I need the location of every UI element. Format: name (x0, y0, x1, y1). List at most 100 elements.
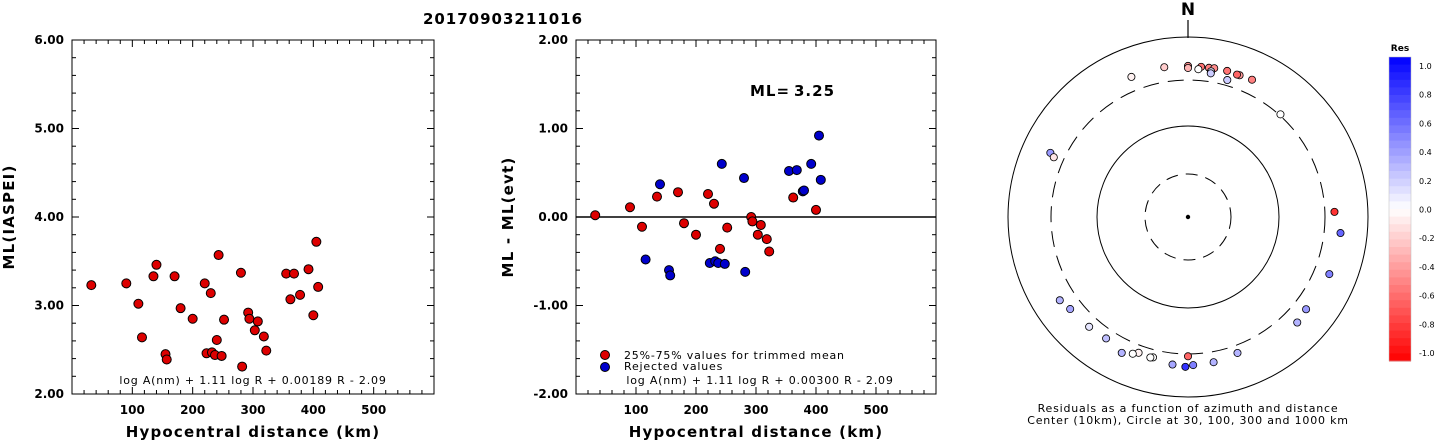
data-point (136, 332, 147, 343)
station-marker (1206, 69, 1215, 78)
data-point (161, 354, 172, 365)
data-point (133, 298, 144, 309)
plot-frame (71, 39, 435, 395)
legend-marker-trimmed (600, 350, 610, 360)
legend-marker-rejected (600, 362, 610, 372)
station-marker (1189, 361, 1198, 370)
ring-30km (1144, 173, 1232, 261)
data-point-rejected (815, 174, 826, 185)
x-tick-label: 200 (180, 403, 205, 417)
colorbar-segment (1389, 254, 1411, 263)
figure-title: 20170903211016 (423, 10, 583, 28)
station-marker (1049, 153, 1058, 162)
station-marker (1330, 207, 1339, 216)
axis-ticks: 100 200 300 400 500 -2.00 -1.00 0.00 1.00 2.00 (533, 33, 936, 417)
ml-label: ML= (750, 82, 790, 100)
colorbar-tick-label: 0.4 (1419, 148, 1432, 157)
station-marker (1184, 352, 1193, 361)
x-tick-label: 400 (803, 403, 828, 417)
data-point (764, 246, 775, 257)
data-point (295, 289, 306, 300)
data-point (752, 229, 763, 240)
y-tick-label: 2.00 (538, 33, 568, 47)
data-point (709, 198, 719, 209)
colorbar-segment (1389, 64, 1411, 73)
colorbar-segment (1389, 262, 1411, 271)
data-point (175, 303, 186, 314)
colorbar-segment (1389, 193, 1411, 202)
colorbar-segment (1389, 338, 1411, 347)
colorbar-segment (1389, 345, 1411, 354)
station-marker (1336, 229, 1345, 238)
ml-value: 3.25 (794, 82, 835, 100)
caption-line-2: Center (10km), Circle at 30, 100, 300 an… (1027, 414, 1349, 427)
colorbar-segment (1389, 323, 1411, 332)
station-marker (1102, 334, 1111, 343)
colorbar-segment (1389, 209, 1411, 218)
colorbar-segment (1389, 231, 1411, 240)
data-point (237, 361, 248, 372)
data-point (679, 218, 689, 229)
data-point (86, 280, 97, 291)
colorbar-segment (1389, 277, 1411, 286)
x-tick-label: 300 (743, 403, 768, 417)
data-point-rejected (799, 185, 809, 196)
station-marker (1181, 362, 1190, 371)
station-marker (1168, 360, 1177, 369)
station-marker (1248, 75, 1257, 84)
data-point (148, 271, 159, 282)
data-point (691, 229, 701, 240)
colorbar-segment (1389, 201, 1411, 210)
colorbar-tick-label: 0.6 (1419, 119, 1432, 128)
colorbar-segment (1389, 247, 1411, 256)
colorbar-segment (1389, 95, 1411, 104)
legend-label-rejected: Rejected values (624, 360, 723, 373)
data-point (289, 268, 300, 279)
data-point (252, 316, 263, 327)
station-marker (1085, 322, 1094, 331)
legend-label-trimmed: 25%-75% values for trimmed mean (624, 349, 845, 362)
data-point (308, 310, 319, 321)
x-tick-label: 200 (683, 403, 708, 417)
data-point (637, 221, 647, 232)
data-point (169, 271, 180, 282)
station-markers (1046, 61, 1345, 371)
station-marker (1146, 353, 1155, 362)
data-point (151, 259, 162, 270)
data-point (590, 210, 601, 221)
y-tick-label: 6.00 (34, 33, 64, 47)
ring-100km (1096, 125, 1280, 309)
colorbar-tick-label: 0.2 (1419, 177, 1432, 186)
colorbar-segment (1389, 140, 1411, 149)
colorbar-segment (1389, 292, 1411, 301)
data-point-rejected (814, 130, 824, 141)
colorbar-segment (1389, 125, 1411, 134)
x-tick-label: 300 (240, 403, 265, 417)
colorbar-tick-label: -0.8 (1419, 320, 1435, 329)
y-tick-label: 0.00 (538, 210, 568, 224)
data-point-rejected (791, 165, 802, 176)
data-point-rejected (806, 158, 817, 169)
data-point (211, 335, 222, 346)
colorbar-segment (1389, 216, 1411, 225)
station-marker (1128, 349, 1137, 358)
colorbar-tick-label: -0.4 (1419, 263, 1435, 272)
colorbar-segment (1389, 57, 1411, 66)
data-point (313, 281, 324, 292)
panel-residual-vs-distance: 100 200 300 400 500 -2.00 -1.00 0.00 1.00 2.00 ML… (499, 33, 937, 441)
data-point (216, 350, 227, 361)
colorbar-segment (1389, 285, 1411, 294)
y-axis-label: ML(IASPEI) (0, 164, 18, 269)
colorbar-title: Res (1391, 44, 1409, 54)
station-marker (1160, 63, 1169, 72)
station-marker (1302, 305, 1311, 314)
x-tick-label: 400 (301, 403, 326, 417)
station-marker (1325, 270, 1334, 279)
north-label: N (1181, 0, 1195, 20)
data-point (673, 187, 683, 198)
data-point (261, 345, 272, 356)
y-tick-label: 2.00 (34, 387, 64, 401)
station-marker (1127, 72, 1136, 81)
data-point (747, 216, 758, 227)
